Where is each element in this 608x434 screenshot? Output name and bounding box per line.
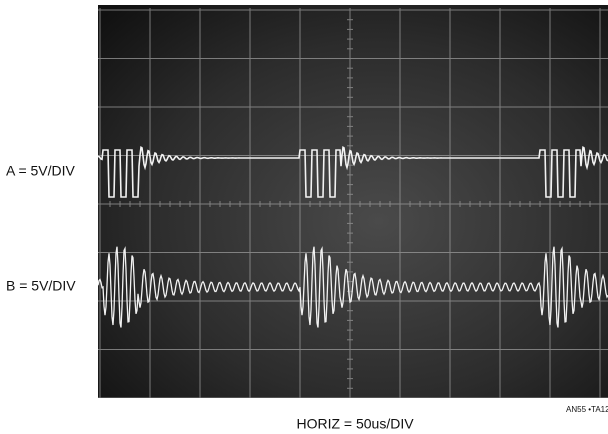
trace-a <box>98 145 608 198</box>
traces <box>98 145 608 328</box>
channel-a-label: A = 5V/DIV <box>6 163 76 179</box>
channel-b-label: B = 5V/DIV <box>6 278 76 294</box>
scope-screen <box>98 5 608 398</box>
graticule <box>98 8 608 398</box>
figure-id: AN55 •TA12 <box>566 405 608 414</box>
horizontal-label: HORIZ = 50us/DIV <box>296 416 414 432</box>
trace-b <box>98 245 608 328</box>
